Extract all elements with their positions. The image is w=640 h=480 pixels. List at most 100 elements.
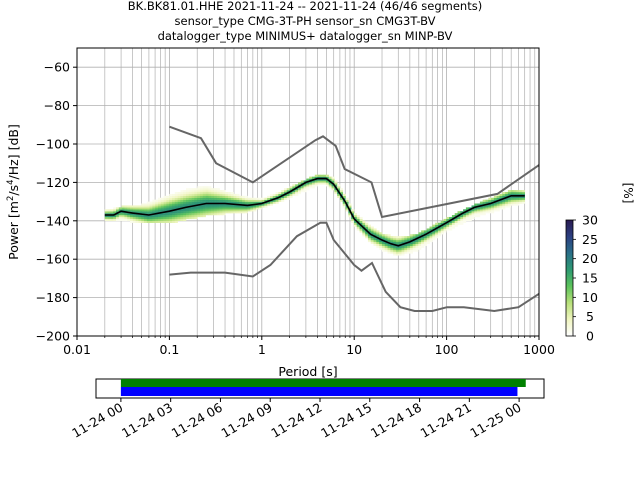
density-cell (152, 216, 156, 220)
density-cell (110, 209, 114, 212)
density-cell (241, 211, 246, 214)
density-cell (239, 211, 243, 214)
density-cell (219, 213, 223, 216)
density-cell (135, 205, 139, 208)
density-cell (132, 211, 136, 214)
density-cell (233, 195, 237, 198)
density-cell (398, 238, 402, 241)
density-cell (244, 209, 248, 212)
density-cell (177, 205, 181, 208)
density-cell (258, 199, 262, 202)
density-cell (174, 203, 178, 206)
density-cell (423, 243, 428, 246)
density-cell (241, 205, 246, 208)
density-cell (398, 249, 402, 252)
density-cell (253, 207, 257, 210)
density-cell (227, 197, 232, 200)
density-cell (477, 215, 481, 218)
density-cell (381, 245, 386, 248)
density-cell (485, 209, 489, 212)
time-tick-label: 11-24 03 (119, 400, 175, 441)
density-cell (188, 211, 192, 214)
density-cell (502, 193, 506, 197)
density-cell (359, 216, 363, 220)
density-cell (202, 192, 206, 195)
density-cell (429, 236, 433, 239)
density-cell (376, 238, 380, 241)
density-cell (239, 201, 243, 204)
density-cell (395, 241, 400, 245)
density-cell (177, 211, 181, 214)
density-cell (197, 205, 201, 208)
density-cell (474, 203, 478, 206)
density-cell (395, 238, 400, 241)
density-cell (432, 230, 436, 233)
density-cell (381, 241, 386, 245)
y-axis-label-part-2: /s (6, 185, 21, 196)
density-cell (381, 243, 386, 246)
density-cell (222, 207, 226, 210)
density-cell (440, 232, 444, 235)
y-tick-label: −140 (36, 213, 70, 228)
density-cell (124, 207, 128, 210)
density-cell (437, 228, 442, 231)
density-cell (211, 203, 215, 206)
density-cell (127, 215, 131, 218)
density-cell (463, 213, 467, 216)
density-cell (479, 207, 483, 210)
density-cell (213, 211, 218, 214)
density-cell (197, 197, 201, 200)
density-cell (521, 190, 525, 193)
density-cell (244, 211, 248, 214)
density-cell (144, 205, 148, 208)
density-cell (219, 209, 223, 212)
density-cell (113, 215, 117, 218)
density-cell (152, 203, 156, 206)
density-cell (138, 215, 142, 218)
density-cell (183, 213, 187, 216)
density-cell (104, 209, 108, 212)
density-cell (191, 203, 195, 206)
density-cell (325, 174, 330, 177)
density-cell (390, 240, 394, 243)
density-cell (157, 216, 162, 220)
density-cell (510, 192, 514, 195)
y-tick-label: −200 (36, 329, 70, 344)
density-cell (205, 188, 209, 191)
density-cell (160, 209, 164, 212)
density-cell (449, 222, 453, 225)
density-cell (177, 193, 181, 197)
density-cell (141, 216, 145, 220)
density-cell (311, 176, 316, 179)
density-cell (289, 188, 293, 191)
density-cell (516, 201, 520, 204)
density-cell (488, 203, 492, 206)
density-cell (130, 218, 134, 221)
density-cell (404, 249, 408, 252)
density-cell (124, 218, 128, 221)
x-tick-label: 100 (435, 342, 459, 357)
time-tick-label: 11-24 18 (368, 400, 424, 441)
density-cell (407, 245, 411, 248)
density-cell (300, 190, 304, 193)
density-cell (185, 207, 190, 210)
density-cell (227, 205, 232, 208)
density-cell (289, 192, 293, 195)
density-cell (457, 216, 461, 220)
density-cell (219, 190, 223, 193)
density-cell (314, 184, 318, 187)
density-cell (174, 218, 178, 221)
density-cell (194, 195, 198, 198)
density-cell (208, 213, 212, 216)
density-cell (387, 251, 391, 254)
density-cell (303, 186, 307, 189)
x-tick-label: 0.01 (63, 342, 91, 357)
density-cell (185, 211, 190, 214)
density-cell (409, 243, 414, 246)
density-cell (247, 205, 251, 208)
density-cell (104, 213, 108, 216)
density-cell (507, 193, 511, 197)
density-cell (188, 203, 192, 206)
density-cell (309, 182, 313, 185)
